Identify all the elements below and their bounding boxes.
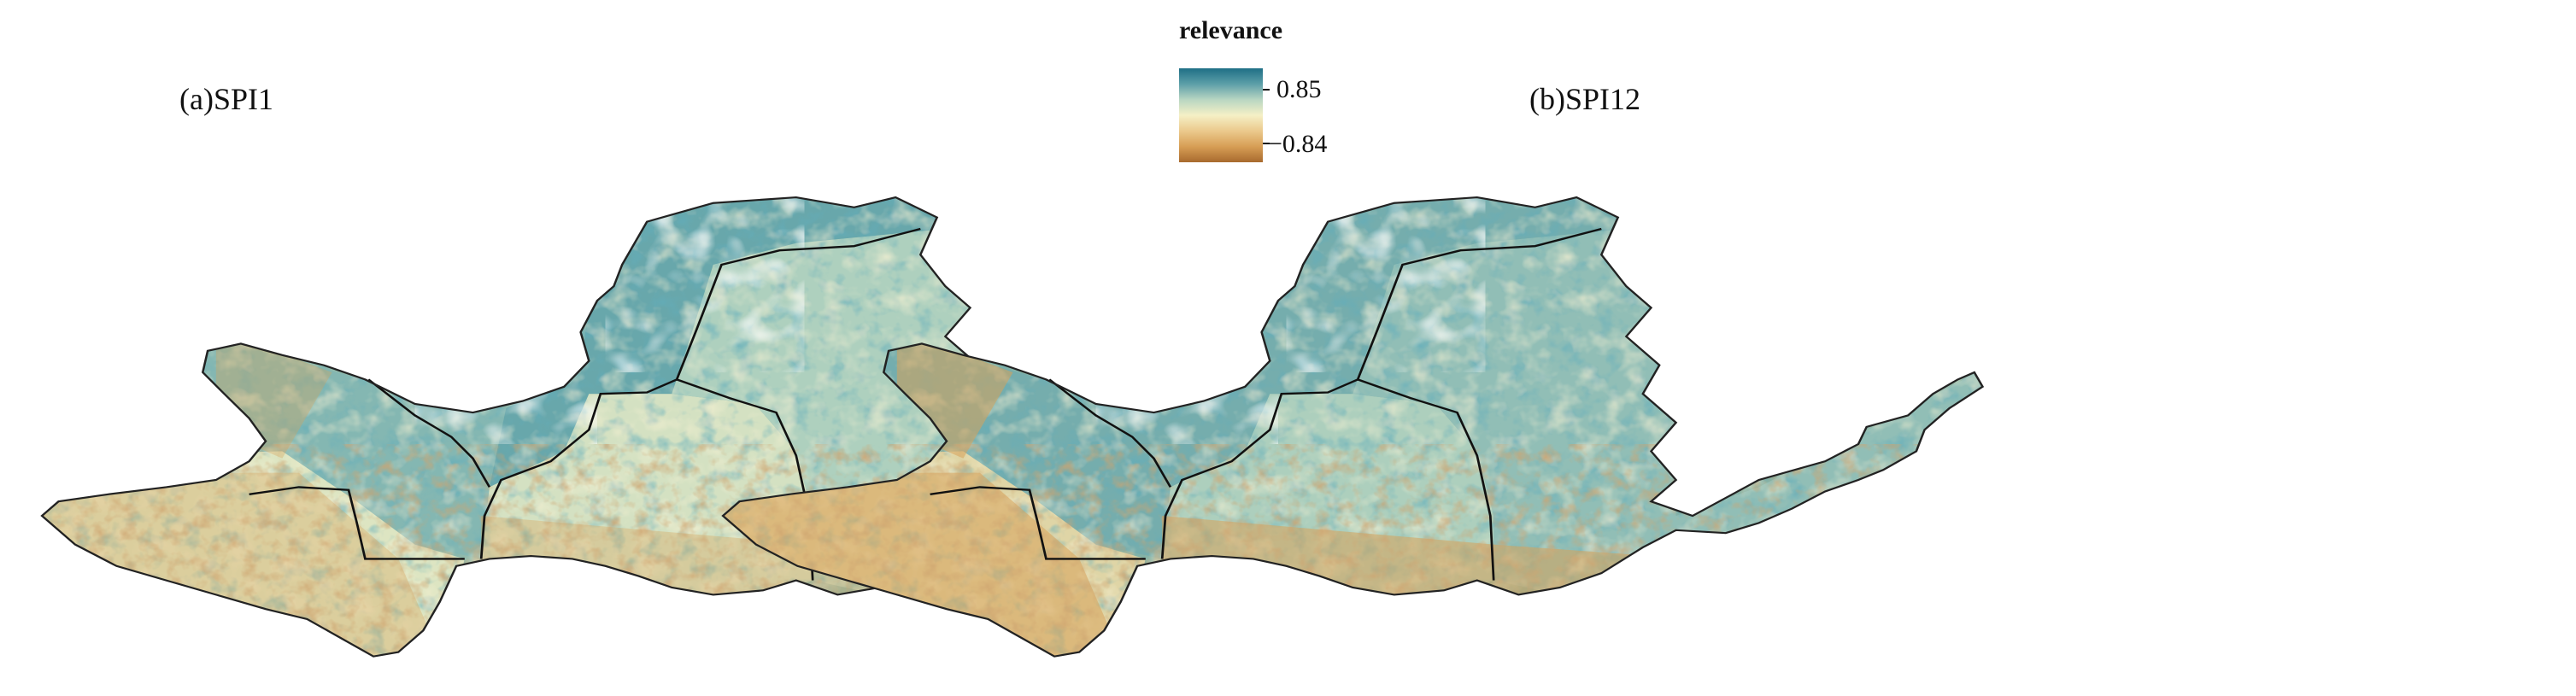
panel-a-label: (a)SPI1 [179,82,273,116]
legend-max-label: 0.85 [1276,75,1322,103]
panel-a-map [40,196,1303,658]
legend-min-label: −0.84 [1268,130,1327,158]
panel-b-label: (b)SPI12 [1529,82,1640,116]
sub-basin-boundary [479,227,921,559]
legend: relevance 0.85 −0.84 [1179,16,1327,162]
map-nodata-patch [414,386,597,444]
sub-basin-boundary [930,486,1146,560]
map-nodata-patch [1286,197,1486,372]
legend-colorbar [1179,68,1263,162]
legend-title: relevance [1179,16,1282,44]
map-nodata-patch [1095,386,1278,444]
map-nodata-patch [605,197,805,372]
panel-b-map [721,196,1984,658]
sub-basin-boundary [1048,378,1172,488]
sub-basin-boundary [249,486,465,560]
sub-basin-boundary [367,378,491,488]
sub-basin-boundary [1357,378,1495,581]
sub-basin-boundary [1160,227,1602,559]
